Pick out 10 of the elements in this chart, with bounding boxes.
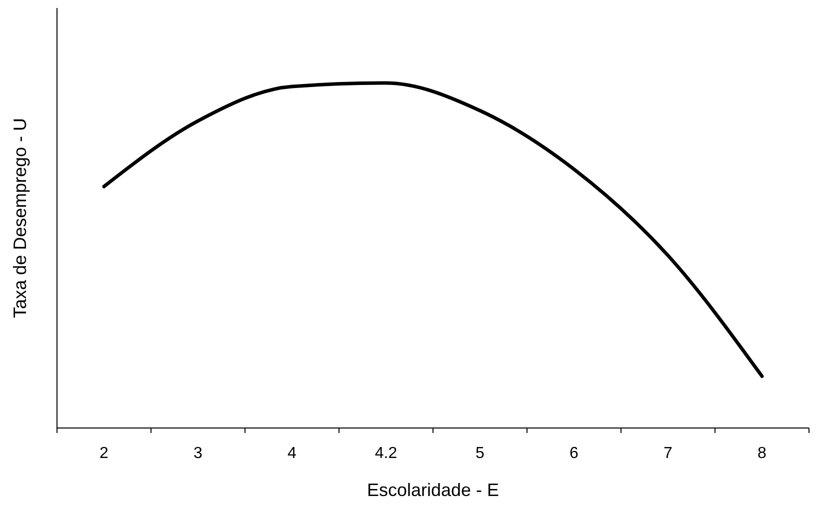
- x-axis-title: Escolaridade - E: [366, 480, 500, 500]
- x-tick-label: 4.2: [374, 445, 398, 462]
- x-tick-label: 5: [476, 445, 485, 462]
- x-tick-label: 2: [100, 445, 109, 462]
- y-axis-title: Taxa de Desemprego - U: [10, 118, 30, 318]
- x-tick-label: 8: [758, 445, 767, 462]
- x-tick-label: 7: [664, 445, 673, 462]
- x-tick-label: 4: [288, 445, 297, 462]
- x-tick-label: 3: [194, 445, 203, 462]
- x-tick-label: 6: [570, 445, 579, 462]
